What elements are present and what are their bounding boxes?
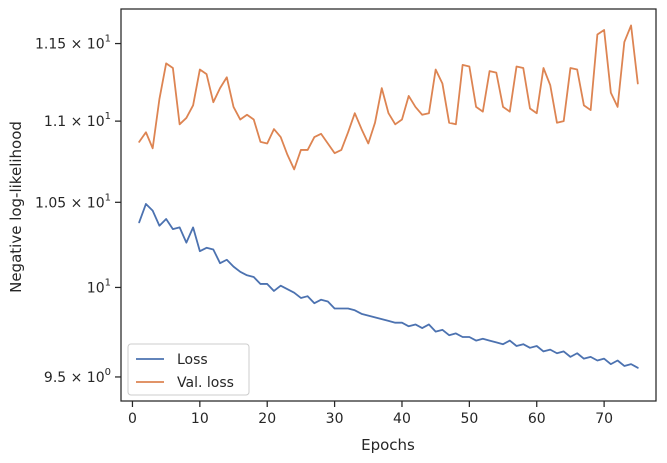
x-axis: 0 10 20 30 40 50 60 70 [128, 401, 613, 427]
x-tick-label: 70 [595, 411, 613, 427]
x-tick-label: 10 [191, 411, 209, 427]
y-axis: 9.5 × 100 101 1.05 × 101 1.1 × 101 1.15 × 10… [35, 34, 121, 386]
series-line-loss [138, 203, 639, 369]
axes-frame [120, 8, 657, 402]
y-tick-label: 1.15 × 101 [35, 34, 111, 53]
x-tick-label: 40 [393, 411, 411, 427]
plot-area [138, 24, 639, 369]
legend: Loss Val. loss [127, 343, 250, 396]
x-axis-label: Epochs [361, 436, 415, 454]
legend-label-loss: Loss [177, 352, 208, 368]
x-tick-label: 30 [326, 411, 344, 427]
y-axis-label: Negative log-likelihood [7, 121, 25, 293]
x-tick-label: 60 [528, 411, 546, 427]
legend-label-val-loss: Val. loss [177, 375, 234, 391]
x-tick-label: 50 [460, 411, 478, 427]
y-tick-label: 1.05 × 101 [35, 192, 111, 211]
x-tick-label: 20 [258, 411, 276, 427]
y-tick-label: 9.5 × 100 [44, 367, 111, 386]
y-tick-label: 101 [87, 277, 111, 296]
y-tick-label: 1.1 × 101 [44, 111, 111, 130]
x-tick-label: 0 [128, 411, 137, 427]
series-line-val-loss [138, 24, 639, 171]
